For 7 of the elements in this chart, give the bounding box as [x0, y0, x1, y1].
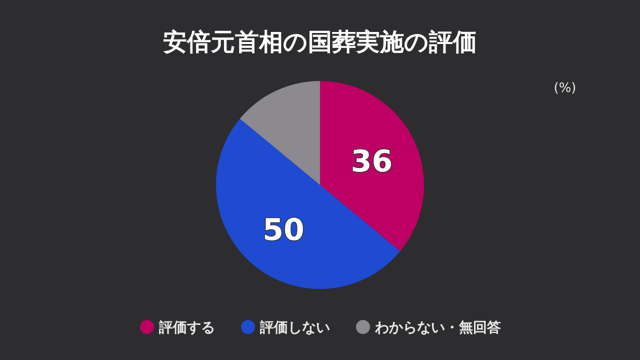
text: (%) [554, 81, 576, 96]
legend-label: 評価する [158, 319, 215, 336]
data-label: 50 [262, 213, 304, 248]
data-label: 36 [350, 144, 393, 180]
chart-title: 安倍元首相の国葬実施の評価 [163, 28, 477, 56]
legend-label: 評価しない [259, 319, 330, 336]
legend-label: わからない・無回答 [374, 320, 501, 336]
